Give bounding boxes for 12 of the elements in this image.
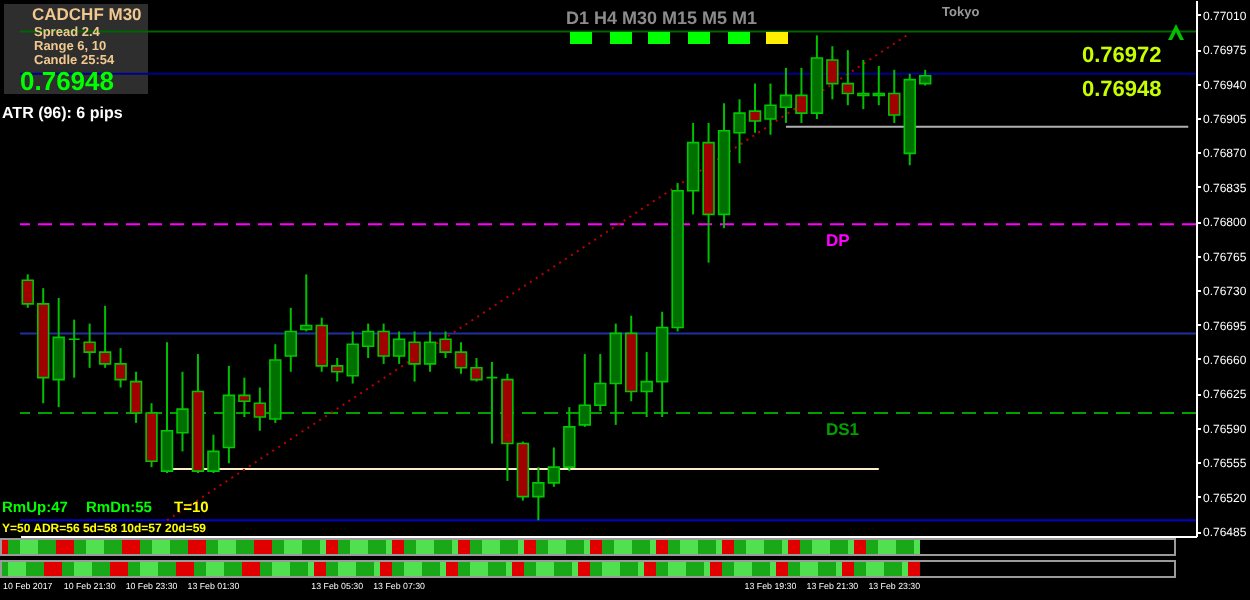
annotation: 0.76948 bbox=[20, 66, 114, 96]
candlestick bbox=[485, 360, 499, 445]
annotation: CADCHF M30 bbox=[32, 4, 143, 24]
candlestick bbox=[300, 273, 313, 333]
annotation: D1 H4 M30 M15 M5 M1 bbox=[566, 8, 758, 28]
annotation: 0.76948 bbox=[1082, 78, 1162, 102]
annotation: ATR (96): 6 pips bbox=[2, 104, 124, 122]
candlestick bbox=[67, 318, 81, 379]
ref-line-label: DS1 bbox=[826, 419, 860, 440]
candlestick bbox=[284, 306, 298, 373]
annotation: 0.76972 bbox=[1082, 44, 1162, 68]
ref-line-label: DP bbox=[826, 230, 851, 251]
